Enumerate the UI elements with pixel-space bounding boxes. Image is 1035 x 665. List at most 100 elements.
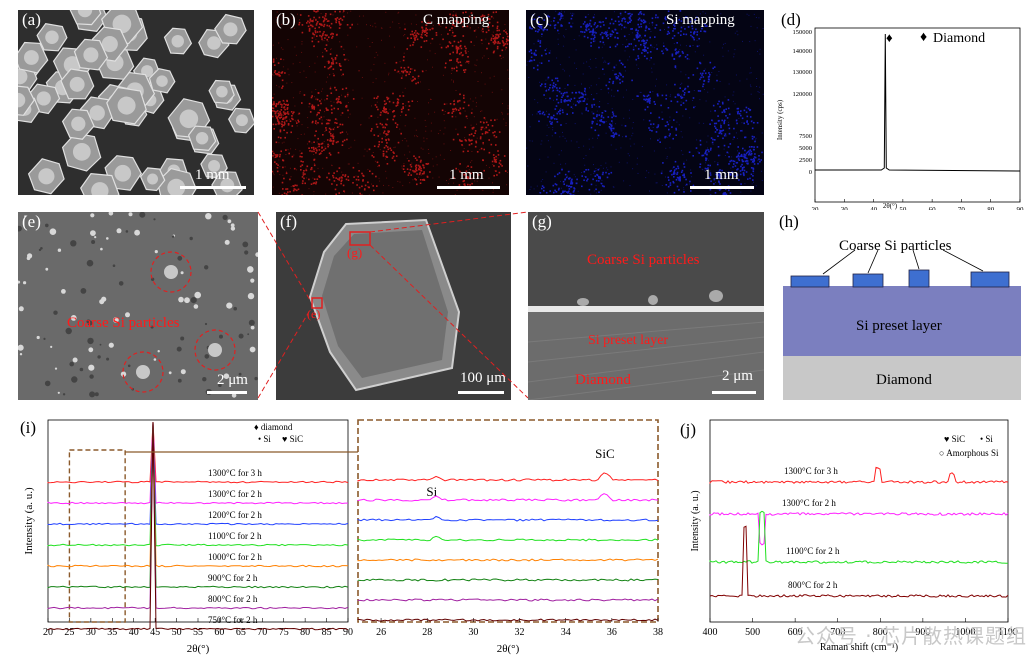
map-dot — [679, 17, 680, 19]
map-dot — [276, 154, 279, 156]
map-dot — [455, 46, 458, 49]
map-dot — [342, 12, 344, 14]
map-dot — [374, 57, 376, 59]
map-dot — [406, 73, 408, 75]
map-dot — [375, 26, 377, 28]
map-dot — [405, 105, 407, 107]
map-dot — [410, 174, 412, 176]
map-dot — [732, 94, 734, 96]
map-dot — [567, 104, 569, 106]
map-dot — [641, 40, 643, 42]
map-dot — [590, 67, 592, 69]
map-dot — [704, 12, 706, 14]
map-dot — [581, 93, 583, 95]
map-dot — [283, 106, 285, 109]
map-dot — [482, 189, 484, 191]
map-dot — [679, 95, 682, 98]
map-dot — [467, 183, 469, 186]
map-dot — [528, 76, 530, 78]
map-dot — [605, 17, 607, 20]
map-dot — [554, 85, 556, 88]
x-tick-label: 30 — [86, 627, 96, 638]
map-dot — [422, 179, 424, 181]
map-dot — [396, 102, 399, 104]
map-dot — [454, 99, 456, 101]
map-dot — [399, 61, 401, 63]
peak-label-si: Si — [426, 484, 437, 499]
surface-speck — [177, 378, 182, 383]
map-dot — [309, 150, 311, 152]
map-dot — [683, 176, 686, 178]
map-dot — [709, 149, 712, 151]
map-dot — [530, 52, 533, 54]
map-dot — [719, 23, 721, 25]
map-dot — [733, 56, 735, 58]
map-dot — [609, 123, 611, 125]
map-dot — [740, 191, 742, 193]
map-dot — [272, 60, 275, 62]
map-dot — [622, 75, 624, 78]
map-dot — [305, 169, 308, 172]
map-dot — [402, 91, 404, 93]
map-dot — [556, 112, 559, 115]
map-dot — [273, 174, 275, 176]
map-dot — [457, 47, 460, 50]
panel-label-j: (j) — [680, 420, 697, 439]
map-dot — [717, 173, 719, 175]
panel-e-image — [18, 212, 258, 398]
map-dot — [629, 15, 632, 17]
map-dot — [646, 95, 649, 98]
map-dot — [609, 33, 612, 35]
map-dot — [384, 103, 386, 106]
map-dot — [307, 20, 309, 23]
map-dot — [633, 38, 636, 41]
map-dot — [448, 41, 451, 43]
map-dot — [319, 109, 321, 112]
map-dot — [707, 167, 709, 169]
map-dot — [450, 73, 452, 74]
map-dot — [330, 104, 333, 107]
map-dot — [452, 110, 455, 113]
map-dot — [576, 141, 578, 143]
map-dot — [631, 135, 633, 137]
map-dot — [553, 20, 555, 22]
map-dot — [317, 137, 319, 140]
map-dot — [753, 158, 755, 160]
map-dot — [624, 11, 627, 13]
map-dot — [540, 62, 543, 64]
map-dot — [338, 192, 340, 194]
map-dot — [675, 127, 677, 130]
map-dot — [374, 104, 377, 106]
map-dot — [383, 106, 385, 109]
map-dot — [451, 27, 453, 29]
map-dot — [696, 40, 698, 42]
map-dot — [657, 124, 660, 126]
map-dot — [703, 80, 705, 82]
map-dot — [301, 164, 304, 166]
map-dot — [594, 175, 596, 177]
map-dot — [309, 18, 312, 20]
map-dot — [471, 160, 473, 162]
map-dot — [534, 30, 537, 32]
map-dot — [573, 187, 575, 189]
map-dot — [624, 70, 626, 72]
map-dot — [387, 97, 390, 100]
map-dot — [705, 150, 707, 153]
map-dot — [414, 157, 417, 159]
map-dot — [718, 170, 721, 172]
map-dot — [702, 83, 705, 85]
map-dot — [724, 192, 726, 194]
map-dot — [419, 161, 422, 163]
map-dot — [277, 120, 279, 122]
map-dot — [328, 66, 331, 69]
box-e-label: (e) — [307, 307, 321, 321]
map-dot — [564, 137, 566, 139]
map-dot — [598, 180, 600, 182]
map-dot — [333, 101, 335, 103]
map-dot — [546, 124, 548, 126]
map-dot — [347, 175, 349, 178]
map-dot — [662, 22, 665, 25]
map-dot — [685, 178, 687, 181]
map-dot — [423, 172, 425, 175]
map-dot — [506, 33, 508, 35]
